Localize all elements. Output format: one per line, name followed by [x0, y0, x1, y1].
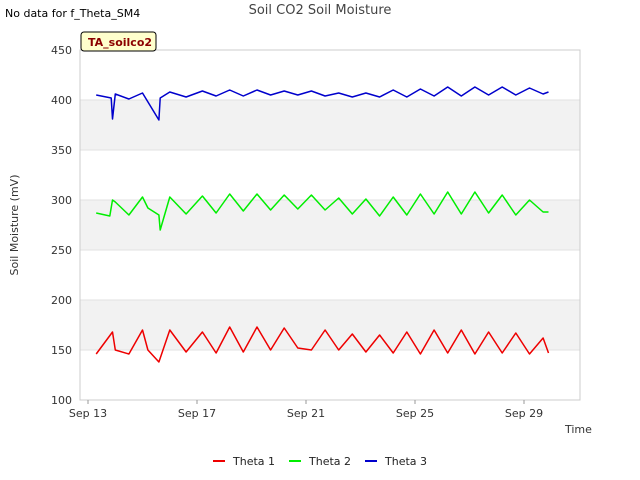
background-band — [80, 100, 580, 150]
y-tick-label: 200 — [51, 294, 72, 307]
x-tick-label: Sep 25 — [396, 407, 434, 420]
legend-label-theta1: Theta 1 — [232, 455, 275, 468]
legend-label-theta2: Theta 2 — [308, 455, 351, 468]
background-band — [80, 350, 580, 400]
y-axis-ticks: 100 150 200 250 300 350 400 450 — [51, 44, 72, 407]
y-axis-label: Soil Moisture (mV) — [8, 175, 21, 276]
y-tick-label: 150 — [51, 344, 72, 357]
y-tick-label: 250 — [51, 244, 72, 257]
series-line-theta1 — [95, 326, 550, 363]
series-line-theta3 — [96, 86, 549, 121]
background-band — [80, 50, 580, 100]
background-band — [80, 150, 580, 200]
x-tick-label: Sep 13 — [69, 407, 107, 420]
background-band — [80, 300, 580, 350]
no-data-notice: No data for f_Theta_SM4 — [5, 7, 141, 20]
legend-label-theta3: Theta 3 — [384, 455, 427, 468]
y-tick-label: 100 — [51, 394, 72, 407]
x-axis-label: Time — [564, 423, 592, 436]
y-tick-label: 300 — [51, 194, 72, 207]
chart-title: Soil CO2 Soil Moisture — [248, 3, 392, 18]
x-tick-label: Sep 29 — [505, 407, 543, 420]
background-band — [80, 200, 580, 250]
tag-box: TA_soilco2 — [80, 31, 157, 52]
background-band — [80, 250, 580, 300]
tag-label: TA_soilco2 — [88, 36, 152, 49]
y-tick-label: 350 — [51, 144, 72, 157]
x-tick-label: Sep 21 — [287, 407, 325, 420]
legend: Theta 1 Theta 2 Theta 3 — [213, 455, 427, 468]
series-lines — [95, 86, 550, 363]
y-tick-label: 450 — [51, 44, 72, 57]
plot-frame — [79, 49, 581, 401]
x-tick-label: Sep 17 — [178, 407, 216, 420]
x-axis-ticks: Sep 13 Sep 17 Sep 21 Sep 25 Sep 29 — [69, 400, 543, 420]
tag-box-background — [80, 31, 157, 52]
background-bands — [80, 50, 580, 400]
y-tick-label: 400 — [51, 94, 72, 107]
series-line-theta2 — [96, 191, 549, 231]
